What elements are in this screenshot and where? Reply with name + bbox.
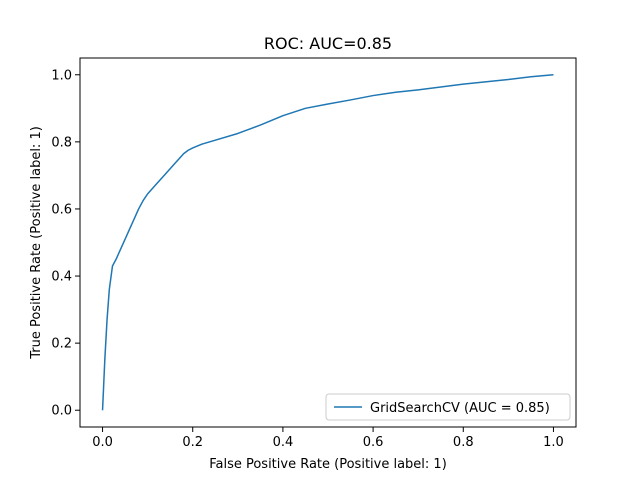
y-tick-label: 0.0 xyxy=(51,404,72,419)
y-tick-label: 0.4 xyxy=(51,270,72,285)
y-tick-label: 0.6 xyxy=(51,202,72,217)
y-axis-ticks: 0.0 0.2 0.4 0.6 0.8 1.0 xyxy=(51,68,80,419)
legend: GridSearchCV (AUC = 0.85) xyxy=(325,393,571,421)
x-tick-label: 0.4 xyxy=(273,435,294,450)
x-axis-label: False Positive Rate (Positive label: 1) xyxy=(209,457,447,472)
y-tick-label: 1.0 xyxy=(51,68,72,83)
y-axis-label: True Positive Rate (Positive label: 1) xyxy=(29,126,44,360)
x-axis-ticks: 0.0 0.2 0.4 0.6 0.8 1.0 xyxy=(92,427,564,450)
x-tick-label: 0.0 xyxy=(92,435,113,450)
legend-box xyxy=(325,393,571,421)
chart-title: ROC: AUC=0.85 xyxy=(264,34,392,53)
legend-label: GridSearchCV (AUC = 0.85) xyxy=(370,401,550,416)
x-tick-label: 1.0 xyxy=(543,435,564,450)
roc-curve-line xyxy=(101,74,554,411)
x-tick-label: 0.2 xyxy=(182,435,203,450)
x-tick-label: 0.6 xyxy=(363,435,384,450)
plot-area-frame xyxy=(79,57,577,428)
x-tick-label: 0.8 xyxy=(453,435,474,450)
y-tick-label: 0.8 xyxy=(51,135,72,150)
y-tick-label: 0.2 xyxy=(51,337,72,352)
